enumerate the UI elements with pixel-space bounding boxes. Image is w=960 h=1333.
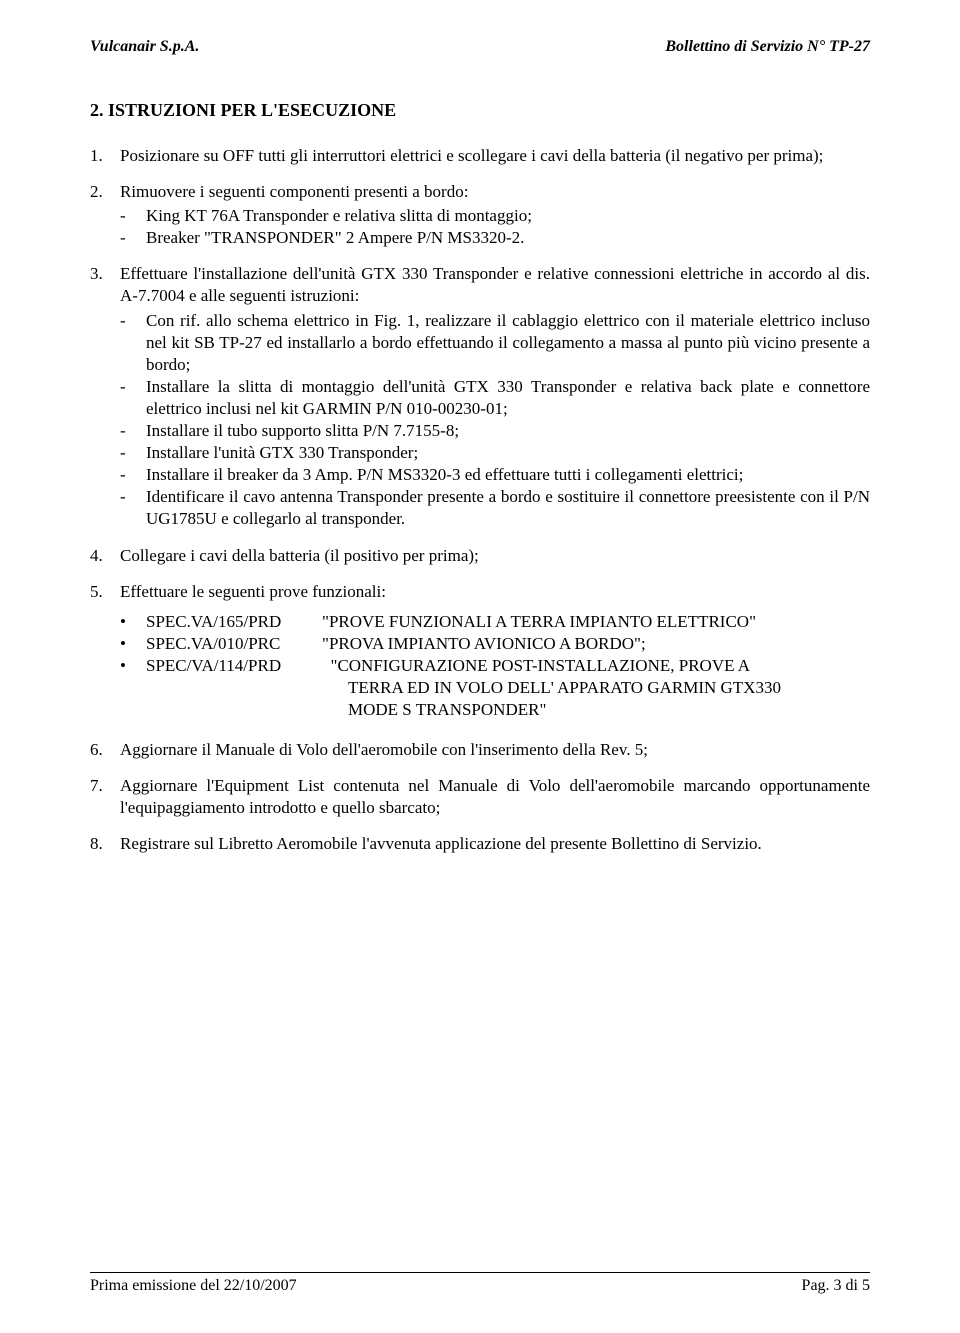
spec-desc: "PROVE FUNZIONALI A TERRA IMPIANTO ELETT… bbox=[322, 611, 870, 633]
item-text: Registrare sul Libretto Aeromobile l'avv… bbox=[120, 834, 762, 853]
spec-desc: "CONFIGURAZIONE POST-INSTALLAZIONE, PROV… bbox=[322, 655, 870, 677]
item-number: 1. bbox=[90, 145, 103, 167]
item-number: 2. bbox=[90, 181, 103, 203]
item-text: Aggiornare l'Equipment List contenuta ne… bbox=[120, 776, 870, 817]
spec-list: SPEC.VA/165/PRD "PROVE FUNZIONALI A TERR… bbox=[120, 611, 870, 721]
item-text: Effettuare l'installazione dell'unità GT… bbox=[120, 264, 870, 305]
sub-list: King KT 76A Transponder e relativa slitt… bbox=[120, 205, 870, 249]
instruction-list: 1. Posizionare su OFF tutti gli interrut… bbox=[90, 145, 870, 856]
sub-item: Installare il breaker da 3 Amp. P/N MS33… bbox=[146, 464, 870, 486]
item-number: 7. bbox=[90, 775, 103, 797]
sub-item: Installare la slitta di montaggio dell'u… bbox=[146, 376, 870, 420]
spec-code: SPEC.VA/010/PRC bbox=[146, 633, 322, 655]
footer-pagenum: Pag. 3 di 5 bbox=[802, 1277, 870, 1295]
item-text: Effettuare le seguenti prove funzionali: bbox=[120, 582, 386, 601]
header-company: Vulcanair S.p.A. bbox=[90, 38, 199, 56]
spec-item: SPEC/VA/114/PRD "CONFIGURAZIONE POST-INS… bbox=[146, 655, 870, 721]
section-title: 2. ISTRUZIONI PER L'ESECUZIONE bbox=[90, 100, 870, 121]
page-header: Vulcanair S.p.A. Bollettino di Servizio … bbox=[90, 38, 870, 56]
item-text: Posizionare su OFF tutti gli interruttor… bbox=[120, 146, 823, 165]
footer-date: Prima emissione del 22/10/2007 bbox=[90, 1277, 297, 1295]
list-item: 8. Registrare sul Libretto Aeromobile l'… bbox=[120, 833, 870, 855]
spec-desc-cont: MODE S TRANSPONDER" bbox=[146, 699, 870, 721]
page-footer: Prima emissione del 22/10/2007 Pag. 3 di… bbox=[90, 1272, 870, 1295]
spec-code: SPEC.VA/165/PRD bbox=[146, 611, 322, 633]
item-text: Aggiornare il Manuale di Volo dell'aerom… bbox=[120, 740, 648, 759]
sub-item: Identificare il cavo antenna Transponder… bbox=[146, 486, 870, 530]
item-number: 5. bbox=[90, 581, 103, 603]
sub-item: King KT 76A Transponder e relativa slitt… bbox=[146, 205, 870, 227]
spec-desc: "PROVA IMPIANTO AVIONICO A BORDO"; bbox=[322, 633, 870, 655]
header-docnum: Bollettino di Servizio N° TP-27 bbox=[665, 38, 870, 56]
sub-item: Breaker "TRANSPONDER" 2 Ampere P/N MS332… bbox=[146, 227, 870, 249]
item-text: Collegare i cavi della batteria (il posi… bbox=[120, 546, 479, 565]
sub-item: Installare il tubo supporto slitta P/N 7… bbox=[146, 420, 870, 442]
list-item: 2. Rimuovere i seguenti componenti prese… bbox=[120, 181, 870, 249]
list-item: 1. Posizionare su OFF tutti gli interrut… bbox=[120, 145, 870, 167]
list-item: 5. Effettuare le seguenti prove funziona… bbox=[120, 581, 870, 722]
spec-code: SPEC/VA/114/PRD bbox=[146, 655, 322, 677]
item-text: Rimuovere i seguenti componenti presenti… bbox=[120, 182, 468, 201]
sub-item: Installare l'unità GTX 330 Transponder; bbox=[146, 442, 870, 464]
list-item: 3. Effettuare l'installazione dell'unità… bbox=[120, 263, 870, 530]
spec-item: SPEC.VA/165/PRD "PROVE FUNZIONALI A TERR… bbox=[146, 611, 870, 633]
item-number: 6. bbox=[90, 739, 103, 761]
list-item: 7. Aggiornare l'Equipment List contenuta… bbox=[120, 775, 870, 819]
list-item: 6. Aggiornare il Manuale di Volo dell'ae… bbox=[120, 739, 870, 761]
spec-desc-cont: TERRA ED IN VOLO DELL' APPARATO GARMIN G… bbox=[146, 677, 870, 699]
spec-item: SPEC.VA/010/PRC "PROVA IMPIANTO AVIONICO… bbox=[146, 633, 870, 655]
sub-list: Con rif. allo schema elettrico in Fig. 1… bbox=[120, 310, 870, 531]
list-item: 4. Collegare i cavi della batteria (il p… bbox=[120, 545, 870, 567]
item-number: 3. bbox=[90, 263, 103, 285]
item-number: 4. bbox=[90, 545, 103, 567]
item-number: 8. bbox=[90, 833, 103, 855]
sub-item: Con rif. allo schema elettrico in Fig. 1… bbox=[146, 310, 870, 376]
